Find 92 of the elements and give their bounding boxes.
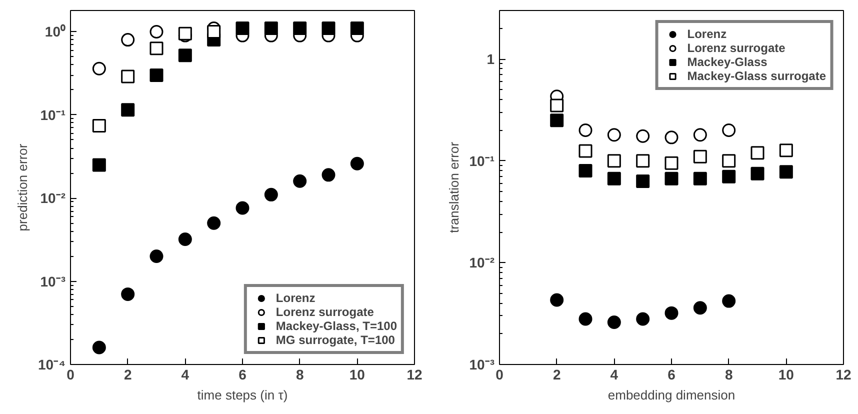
y-axis-title: translation error (446, 141, 462, 234)
x-tick-label: 0 (496, 366, 504, 382)
point (636, 154, 650, 168)
y-tick-label: 10⁻⁴ (38, 356, 66, 372)
point (322, 168, 336, 182)
legend-label: Lorenz surrogate (687, 41, 786, 55)
point (636, 174, 650, 188)
point (693, 150, 707, 164)
point (350, 156, 364, 170)
point (693, 172, 707, 186)
point (236, 22, 250, 36)
point (264, 188, 278, 202)
point (693, 301, 707, 315)
point (722, 154, 736, 168)
y-axis-title: prediction error (15, 143, 30, 232)
point (550, 114, 564, 128)
x-tick-label: 10 (778, 366, 794, 382)
legend-label: Mackey-Glass (687, 55, 768, 69)
point (664, 306, 678, 320)
x-tick-label: 12 (836, 366, 852, 382)
legend-label: Mackey-Glass, T=100 (276, 319, 397, 333)
point (779, 144, 793, 158)
x-axis-title: embedding dimension (608, 388, 736, 402)
x-tick-label: 4 (610, 366, 618, 382)
point (92, 158, 106, 172)
point (722, 170, 736, 184)
x-tick-label: 6 (238, 366, 247, 382)
point (664, 172, 678, 186)
x-tick-label: 8 (296, 366, 304, 382)
y-tick-label: 10⁻³ (40, 273, 66, 290)
legend-label: Lorenz (687, 27, 727, 41)
point (607, 128, 621, 142)
point (293, 174, 307, 188)
point (779, 165, 793, 179)
point (150, 68, 164, 82)
x-tick-label: 12 (406, 366, 422, 382)
point (636, 312, 650, 326)
point (664, 156, 678, 170)
legend-label: Lorenz (276, 291, 316, 305)
point (236, 201, 250, 215)
x-tick-label: 2 (552, 366, 561, 382)
x-tick-label: 0 (66, 366, 75, 382)
y-tick-label: 10⁰ (44, 24, 66, 40)
point (722, 294, 736, 308)
point (578, 312, 592, 326)
point (207, 216, 221, 230)
point (350, 22, 364, 36)
point (693, 128, 707, 142)
y-tick-label: 10⁻² (40, 190, 66, 206)
point (92, 62, 106, 76)
point (121, 33, 135, 47)
point (92, 340, 106, 354)
legend-label: Lorenz surrogate (276, 305, 374, 319)
point (722, 124, 736, 137)
point (121, 103, 135, 117)
x-tick-label: 2 (124, 366, 132, 382)
point (178, 232, 192, 246)
y-tick-label: 10⁻¹ (40, 106, 66, 123)
x-tick-label: 4 (181, 366, 190, 382)
y-tick-label: 10⁻¹ (469, 152, 495, 169)
point (150, 42, 164, 56)
point (293, 22, 307, 36)
point (578, 144, 592, 158)
x-axis-title: time steps (in τ) (197, 388, 288, 402)
point (750, 166, 764, 180)
point (578, 124, 592, 137)
y-tick-label: 1 (486, 51, 495, 68)
point (150, 250, 164, 264)
point (636, 129, 650, 143)
point (178, 48, 192, 62)
point (150, 25, 164, 38)
point (121, 287, 135, 301)
y-tick-label: 10⁻² (469, 254, 495, 271)
point (664, 130, 678, 144)
point (607, 154, 621, 168)
x-tick-label: 6 (668, 366, 676, 382)
point (750, 146, 764, 160)
point (264, 22, 278, 36)
point (92, 119, 106, 133)
legend-label: MG surrogate, T=100 (276, 333, 395, 347)
point (578, 164, 592, 178)
point (607, 316, 621, 329)
point (607, 172, 621, 186)
point (550, 293, 564, 307)
x-tick-label: 8 (724, 366, 733, 382)
point (121, 70, 135, 84)
y-tick-label: 10⁻³ (469, 356, 495, 372)
legend-label: Mackey-Glass surrogate (687, 69, 826, 83)
point (550, 98, 564, 112)
x-tick-label: 10 (349, 366, 366, 382)
point (207, 24, 221, 38)
point (322, 22, 336, 36)
